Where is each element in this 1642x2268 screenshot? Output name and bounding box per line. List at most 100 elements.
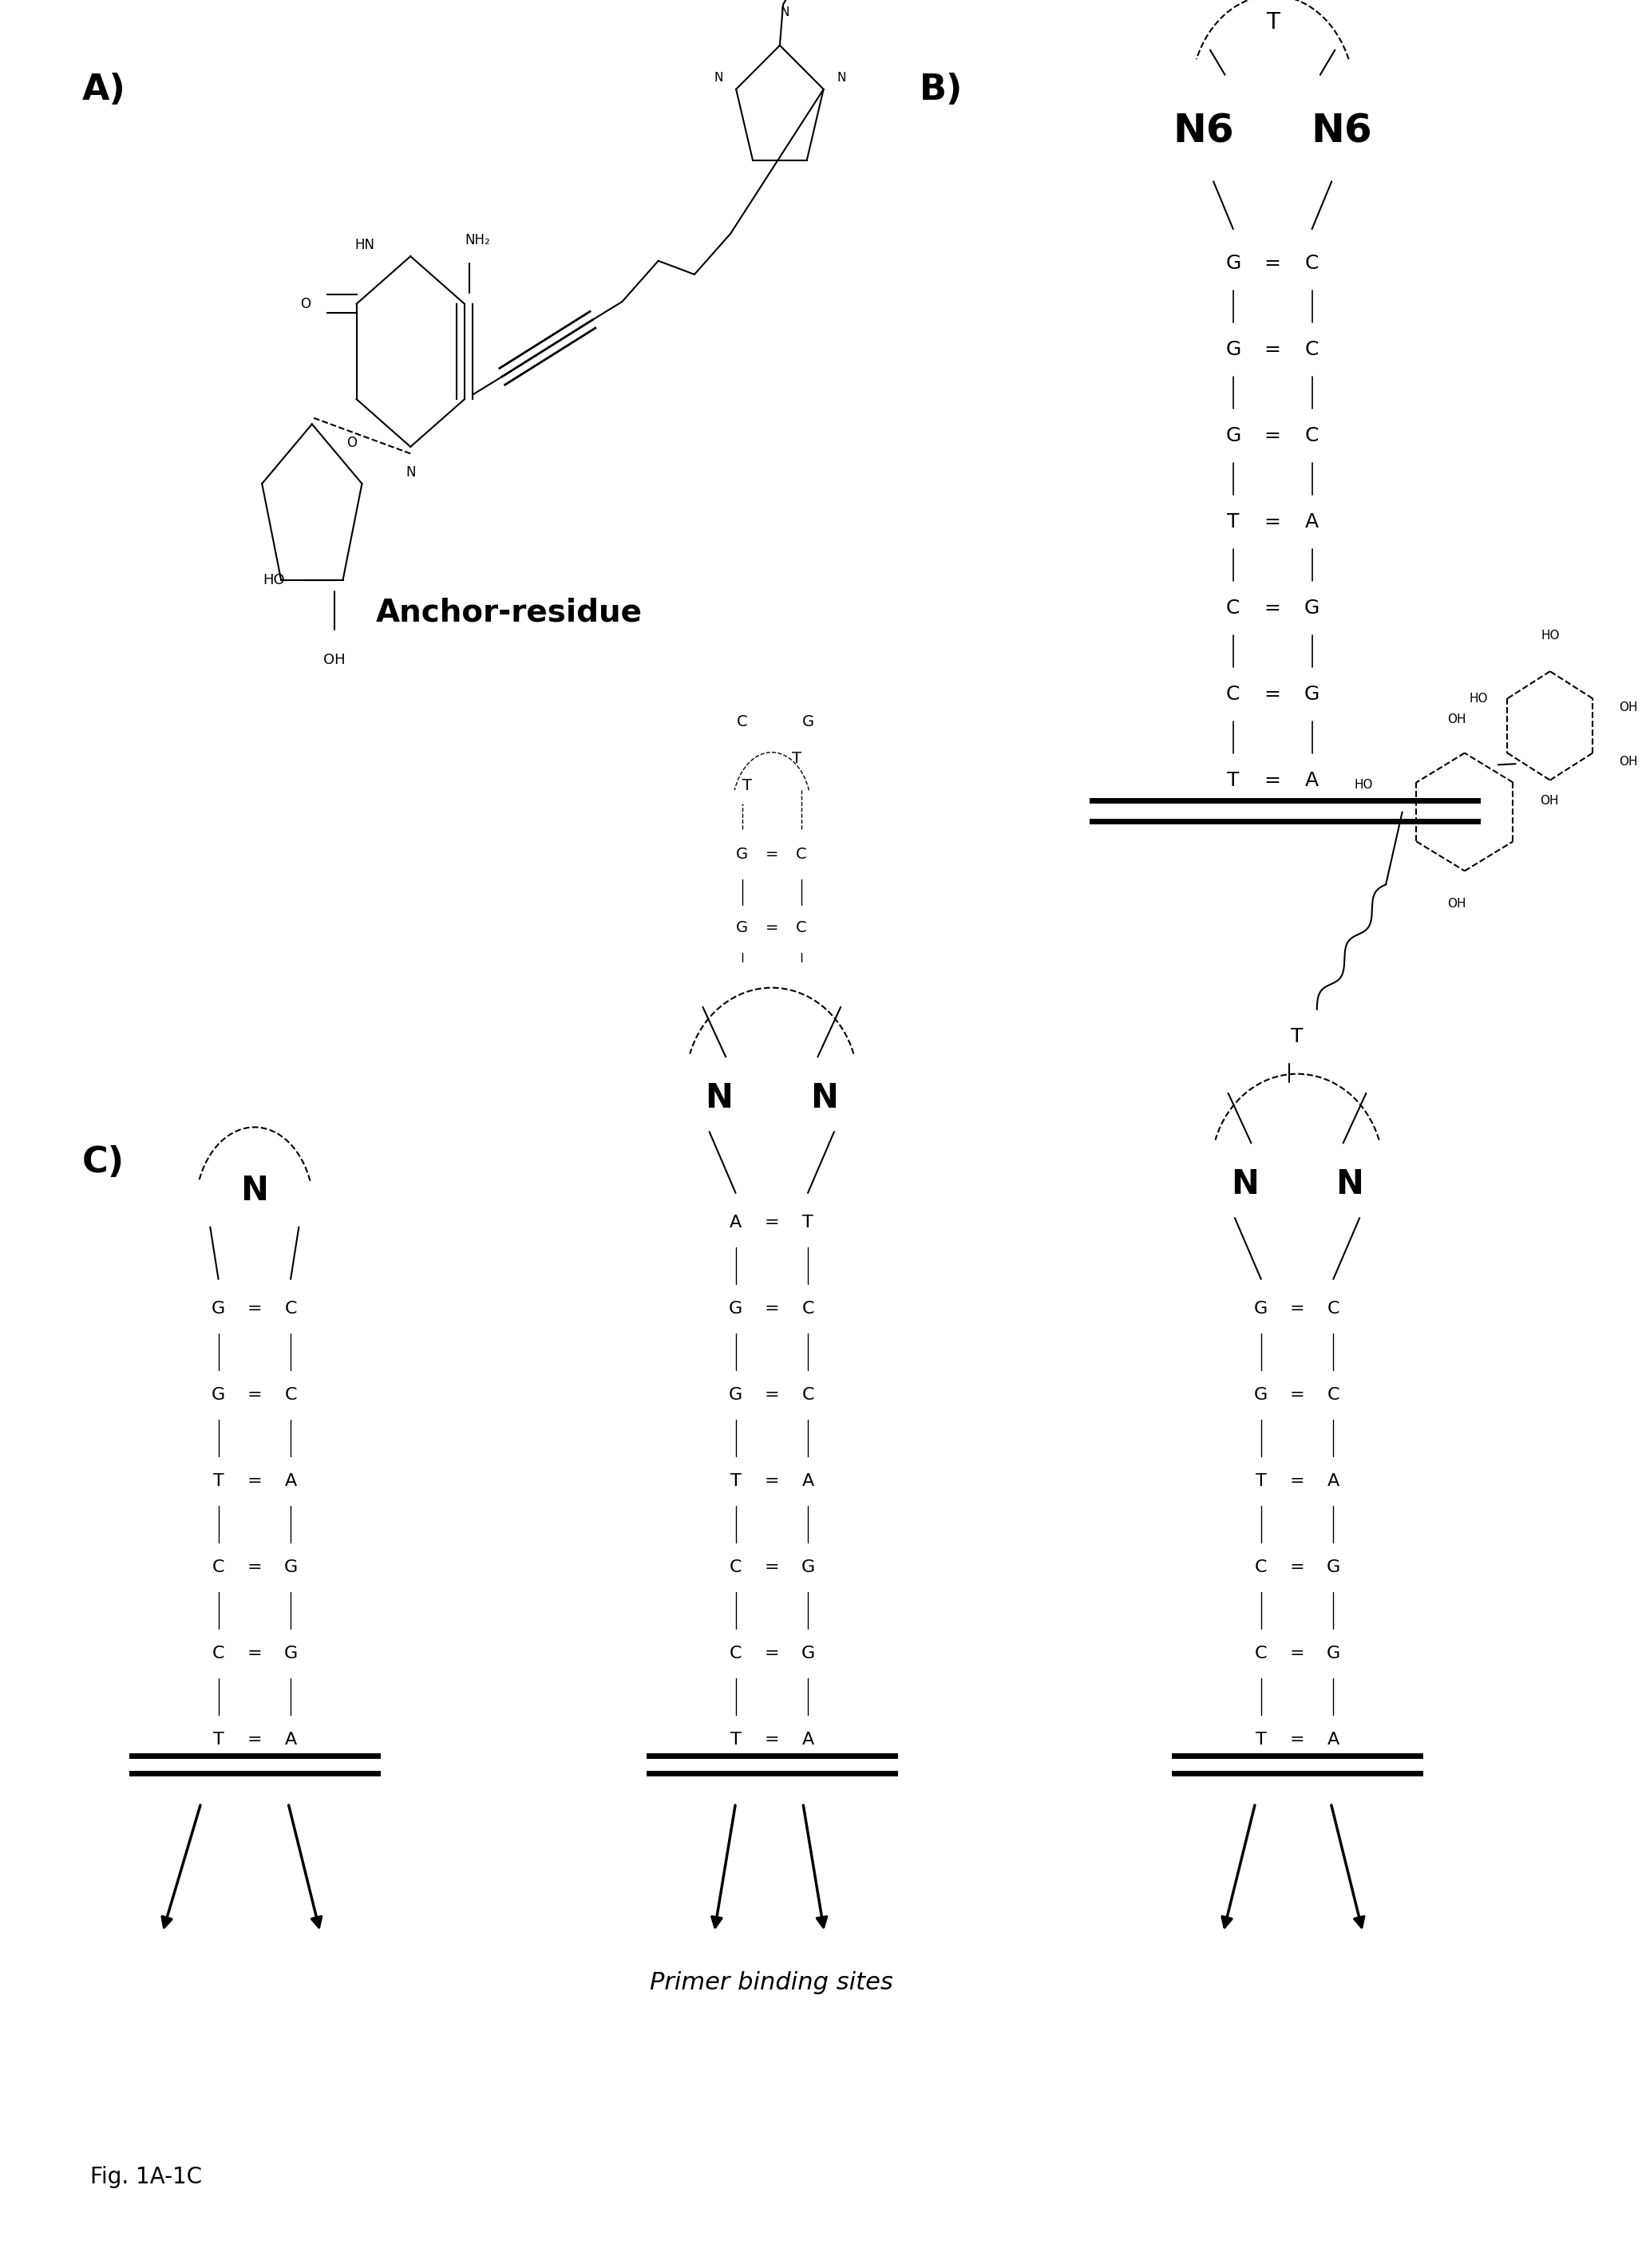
Text: G: G	[1225, 340, 1241, 358]
Text: G: G	[801, 1558, 814, 1576]
Text: =: =	[1264, 771, 1281, 789]
Text: =: =	[1264, 426, 1281, 445]
Text: A: A	[801, 1730, 814, 1749]
Text: G: G	[284, 1644, 297, 1662]
Text: OH: OH	[1447, 898, 1466, 909]
Text: C: C	[284, 1300, 297, 1318]
Text: N: N	[406, 465, 415, 479]
Text: C: C	[796, 846, 806, 862]
Text: HO: HO	[1355, 778, 1373, 792]
Text: HO: HO	[263, 574, 286, 587]
Text: T: T	[803, 1213, 813, 1232]
Text: C): C)	[82, 1145, 125, 1179]
Text: OH: OH	[323, 653, 346, 667]
Text: T: T	[1227, 513, 1240, 531]
Text: HO: HO	[1540, 631, 1560, 642]
Text: T: T	[213, 1472, 223, 1490]
Text: A: A	[1305, 513, 1319, 531]
Text: C: C	[801, 1300, 814, 1318]
Text: =: =	[246, 1300, 263, 1318]
Text: =: =	[1264, 340, 1281, 358]
Text: C: C	[1305, 426, 1319, 445]
Text: N: N	[837, 73, 846, 84]
Text: =: =	[246, 1644, 263, 1662]
Text: Fig. 1A-1C: Fig. 1A-1C	[90, 2166, 202, 2189]
Text: C: C	[729, 1644, 742, 1662]
Text: N: N	[811, 1082, 837, 1114]
Text: =: =	[246, 1558, 263, 1576]
Text: N6: N6	[1172, 113, 1235, 150]
Text: =: =	[764, 1730, 780, 1749]
Text: N: N	[780, 7, 790, 18]
Text: OH: OH	[1619, 701, 1637, 714]
Text: G: G	[729, 1386, 742, 1404]
Text: T: T	[791, 751, 801, 767]
Text: N: N	[1337, 1168, 1363, 1200]
Text: NH₂: NH₂	[465, 234, 491, 247]
Text: G: G	[212, 1386, 225, 1404]
Text: G: G	[736, 921, 749, 934]
Text: HN: HN	[355, 238, 374, 252]
Text: G: G	[1254, 1386, 1268, 1404]
Text: Primer binding sites: Primer binding sites	[650, 1971, 893, 1994]
Text: C: C	[1254, 1644, 1268, 1662]
Text: A: A	[801, 1472, 814, 1490]
Text: G: G	[1304, 599, 1320, 617]
Text: G: G	[284, 1558, 297, 1576]
Text: T: T	[731, 1472, 741, 1490]
Text: N6: N6	[1310, 113, 1373, 150]
Text: C: C	[1254, 1558, 1268, 1576]
Text: =: =	[764, 1558, 780, 1576]
Text: T: T	[1256, 1730, 1266, 1749]
Text: A: A	[284, 1472, 297, 1490]
Text: =: =	[1289, 1644, 1305, 1662]
Text: G: G	[212, 1300, 225, 1318]
Text: C: C	[1305, 254, 1319, 272]
Text: G: G	[729, 1300, 742, 1318]
Text: N: N	[714, 73, 722, 84]
Text: N: N	[241, 1175, 268, 1207]
Text: T: T	[1291, 1027, 1304, 1046]
Text: C: C	[212, 1644, 225, 1662]
Text: G: G	[1225, 254, 1241, 272]
Text: =: =	[1264, 254, 1281, 272]
Text: =: =	[764, 1386, 780, 1404]
Text: T: T	[742, 778, 752, 794]
Text: N: N	[1232, 1168, 1258, 1200]
Text: =: =	[1289, 1472, 1305, 1490]
Text: C: C	[1227, 685, 1240, 703]
Text: A: A	[284, 1730, 297, 1749]
Text: A: A	[1327, 1730, 1340, 1749]
Text: T: T	[731, 1730, 741, 1749]
Text: HO: HO	[1470, 692, 1488, 705]
Text: =: =	[246, 1386, 263, 1404]
Text: =: =	[1264, 513, 1281, 531]
Text: C: C	[1305, 340, 1319, 358]
Text: G: G	[736, 846, 749, 862]
Text: =: =	[764, 1300, 780, 1318]
Text: G: G	[1327, 1644, 1340, 1662]
Text: B): B)	[920, 73, 962, 107]
Text: =: =	[1264, 599, 1281, 617]
Text: A: A	[1305, 771, 1319, 789]
Text: A): A)	[82, 73, 126, 107]
Text: =: =	[764, 1213, 780, 1232]
Text: C: C	[737, 714, 747, 730]
Text: =: =	[765, 921, 778, 934]
Text: C: C	[801, 1386, 814, 1404]
Text: OH: OH	[1540, 794, 1558, 807]
Text: T: T	[213, 1730, 223, 1749]
Text: N: N	[706, 1082, 732, 1114]
Text: C: C	[284, 1386, 297, 1404]
Text: Anchor-residue: Anchor-residue	[376, 596, 642, 628]
Text: C: C	[729, 1558, 742, 1576]
Text: A: A	[1327, 1472, 1340, 1490]
Text: G: G	[1254, 1300, 1268, 1318]
Text: =: =	[1289, 1386, 1305, 1404]
Text: O: O	[346, 435, 356, 449]
Text: =: =	[1289, 1730, 1305, 1749]
Text: =: =	[764, 1644, 780, 1662]
Text: G: G	[801, 1644, 814, 1662]
Text: C: C	[796, 921, 806, 934]
Text: G: G	[1304, 685, 1320, 703]
